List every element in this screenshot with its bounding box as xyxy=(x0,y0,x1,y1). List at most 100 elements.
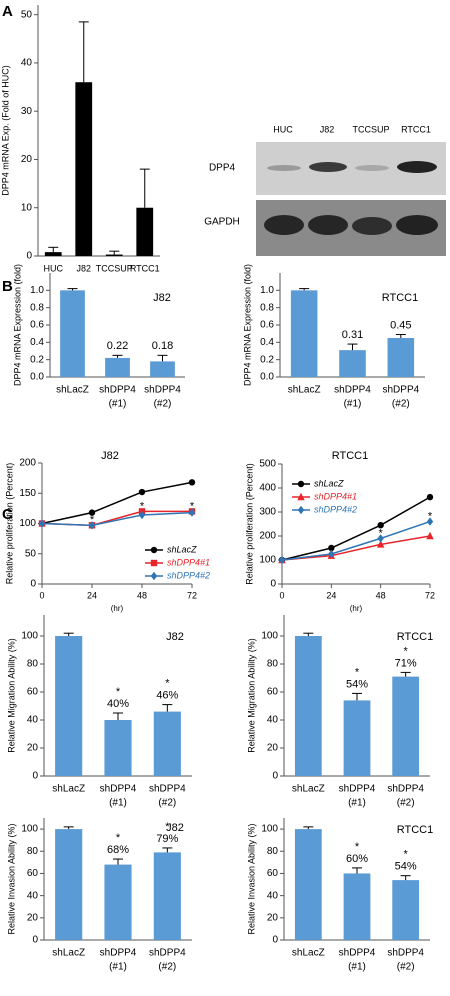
y-tick-label: 50 xyxy=(25,548,37,559)
bar xyxy=(104,864,132,940)
marker xyxy=(297,505,305,515)
significance: * xyxy=(404,645,409,657)
x-tick-label: TCCSUP xyxy=(96,263,133,273)
y-tick-label: 30 xyxy=(21,106,33,117)
x-tick-label: shLacZ xyxy=(292,948,325,959)
band xyxy=(264,215,304,235)
legend-label: shDPP4#2 xyxy=(167,570,210,580)
bar xyxy=(104,720,132,776)
y-tick-label: 0.2 xyxy=(260,354,274,365)
y-tick-label: 0.8 xyxy=(260,302,274,313)
y-tick-label: 150 xyxy=(19,488,36,499)
x-tick-label: 24 xyxy=(326,590,336,600)
band xyxy=(355,165,389,171)
panel-label: A xyxy=(2,3,13,20)
bar xyxy=(392,676,420,776)
series-line xyxy=(281,496,431,561)
value-label: 54% xyxy=(346,678,368,690)
y-tick-label: 0 xyxy=(30,579,36,590)
y-tick-label: 1.0 xyxy=(30,285,44,296)
y-tick-label: 400 xyxy=(259,483,276,494)
marker xyxy=(376,540,385,548)
x-tick-label: shDPP4 xyxy=(387,948,424,959)
band xyxy=(267,165,301,171)
x-tick-label: shDPP4 xyxy=(99,385,136,396)
significance: * xyxy=(116,686,121,698)
value-label: 0.31 xyxy=(342,329,363,341)
legend-label: shLacZ xyxy=(314,478,344,488)
y-tick-label: 40 xyxy=(27,715,39,726)
y-tick-label: 100 xyxy=(19,518,36,529)
x-tick-label: (#2) xyxy=(158,962,176,973)
y-tick-label: 60 xyxy=(27,868,39,879)
x-tick-label: (#1) xyxy=(348,962,366,973)
x-tick-label: shDPP4 xyxy=(387,784,424,795)
bar xyxy=(290,290,318,377)
annotation: * xyxy=(140,500,145,512)
y-tick-label: 0 xyxy=(32,771,38,782)
y-tick-label: 100 xyxy=(21,631,38,642)
significance: * xyxy=(165,678,170,690)
significance: * xyxy=(355,841,360,853)
x-tick-label: (#2) xyxy=(397,962,415,973)
x-tick-label: HUC xyxy=(44,263,64,273)
x-tick-label: shDPP4 xyxy=(144,385,181,396)
x-tick-label: shDPP4 xyxy=(149,948,186,959)
y-tick-label: 100 xyxy=(259,555,276,566)
series-line xyxy=(41,511,193,527)
marker xyxy=(138,488,146,496)
x-tick-label: RTCC1 xyxy=(130,263,160,273)
x-tick-label: shDPP4 xyxy=(339,948,376,959)
series-line xyxy=(281,535,431,561)
y-axis-label: DPP4 mRNA Expression (fold) xyxy=(12,264,22,386)
marker xyxy=(278,555,286,565)
y-tick-label: 0.6 xyxy=(30,320,44,331)
y-axis-label: Relative Migration Ability (%) xyxy=(6,638,16,753)
x-tick-label: shDPP4 xyxy=(149,784,186,795)
bar xyxy=(55,636,83,776)
row-label: DPP4 xyxy=(209,163,236,174)
marker xyxy=(38,519,46,528)
y-axis-label: Relative Invasion Ability (%) xyxy=(246,823,256,934)
value-label: 46% xyxy=(156,690,178,702)
y-tick-label: 0 xyxy=(272,935,278,946)
annotation: * xyxy=(90,514,95,526)
x-tick-label: shDPP4 xyxy=(339,784,376,795)
bar xyxy=(153,852,181,940)
y-tick-label: 80 xyxy=(267,659,279,670)
chart-title: J82 xyxy=(153,292,171,304)
y-tick-label: 0.0 xyxy=(260,372,274,383)
annotation: * xyxy=(428,511,433,523)
x-tick-label: (#1) xyxy=(109,798,127,809)
marker xyxy=(150,571,158,581)
y-tick-label: 0 xyxy=(32,935,38,946)
y-axis-label: Relative Migration Ability (%) xyxy=(246,638,256,753)
bar xyxy=(153,711,181,776)
marker xyxy=(138,510,146,520)
x-tick-label: shLacZ xyxy=(52,948,85,959)
marker xyxy=(188,508,196,517)
x-tick-label: shDPP4 xyxy=(382,385,419,396)
significance: * xyxy=(404,849,409,861)
x-tick-label: 24 xyxy=(87,590,97,600)
y-tick-label: 60 xyxy=(267,868,279,879)
series-line xyxy=(281,520,431,561)
y-tick-label: 0.4 xyxy=(30,337,44,348)
significance: * xyxy=(355,666,360,678)
bar xyxy=(343,700,371,776)
marker xyxy=(328,549,335,559)
bar xyxy=(294,829,322,940)
x-axis-label: (hr) xyxy=(111,604,124,613)
marker xyxy=(88,509,96,516)
y-tick-label: 200 xyxy=(259,531,276,542)
band xyxy=(397,161,437,173)
bar xyxy=(60,290,85,377)
y-tick-label: 20 xyxy=(27,912,39,923)
legend-label: shDPP4#2 xyxy=(314,504,357,514)
significance: * xyxy=(116,832,121,844)
y-tick-label: 20 xyxy=(21,154,33,165)
annotation: * xyxy=(379,528,384,540)
x-tick-label: 72 xyxy=(187,590,197,600)
y-tick-label: 100 xyxy=(21,824,38,835)
lane-label: TCCSUP xyxy=(352,124,389,134)
